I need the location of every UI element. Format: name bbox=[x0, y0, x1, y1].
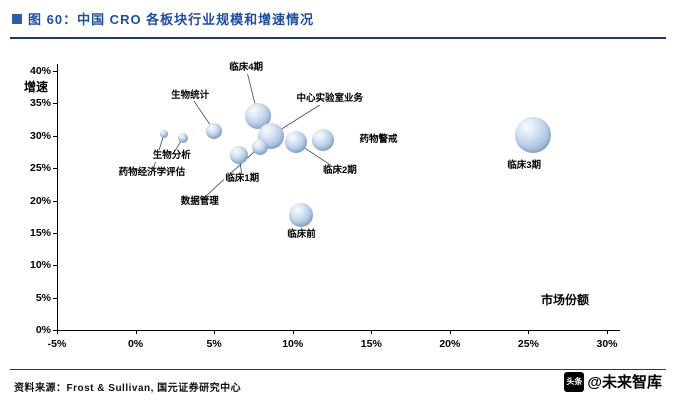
y-axis-tick-label: 5% bbox=[35, 291, 51, 304]
x-axis-tick-mark bbox=[135, 330, 137, 334]
chart-bubble bbox=[284, 131, 307, 154]
chart-bubble bbox=[311, 129, 334, 152]
chart-bubble bbox=[288, 202, 313, 227]
y-axis-tick-label: 40% bbox=[29, 65, 51, 77]
leader-lines-layer bbox=[151, 68, 341, 203]
source-note: 资料来源：Frost & Sullivan, 国元证券研究中心 bbox=[14, 383, 242, 394]
header-divider bbox=[10, 37, 666, 39]
x-axis-tick-label: 5% bbox=[206, 338, 222, 350]
chart-bubble bbox=[515, 117, 552, 154]
y-axis-tick-label: 35% bbox=[29, 97, 51, 110]
title-bullet-icon bbox=[12, 13, 22, 24]
x-axis-tick-mark bbox=[57, 330, 58, 334]
y-axis-line bbox=[57, 64, 58, 330]
x-axis-tick-mark bbox=[214, 330, 216, 334]
bubble-label: 药物经济学评估 bbox=[117, 167, 187, 180]
y-axis-tick-mark bbox=[53, 297, 57, 299]
x-axis-tick-label: 10% bbox=[282, 338, 304, 350]
toutiao-logo-icon: 头条 bbox=[564, 371, 585, 392]
bubble-label: 临床前 bbox=[286, 228, 317, 241]
chart-bubble bbox=[230, 146, 249, 165]
y-axis-tick-mark bbox=[53, 265, 57, 267]
x-axis-tick-label: 20% bbox=[439, 338, 461, 350]
x-axis-tick-label: 15% bbox=[360, 338, 382, 350]
x-axis-tick-mark bbox=[607, 330, 608, 334]
footer-divider bbox=[10, 369, 666, 370]
x-axis-title: 市场份额 bbox=[541, 293, 590, 307]
bubble-label: 中心实验室业务 bbox=[295, 92, 364, 105]
chart-bubble bbox=[159, 130, 168, 139]
watermark: 头条 @未来智库 bbox=[564, 371, 662, 392]
y-axis-tick-label: 0% bbox=[35, 324, 51, 336]
watermark-text: @未来智库 bbox=[587, 374, 662, 391]
x-axis-tick-mark bbox=[371, 330, 373, 334]
y-axis-tick-mark bbox=[53, 103, 57, 105]
y-axis-tick-mark bbox=[53, 232, 57, 234]
bubble-label: 数据管理 bbox=[179, 195, 220, 208]
chart-bubble bbox=[206, 122, 223, 139]
y-axis-tick-label: 25% bbox=[29, 162, 51, 175]
x-axis-tick-label: 25% bbox=[517, 338, 539, 350]
figure-title: 图 60：中国 CRO 各板块行业规模和增速情况 bbox=[28, 12, 315, 27]
chart-bubble bbox=[177, 133, 188, 144]
x-axis-line bbox=[57, 330, 620, 331]
y-axis-tick-label: 15% bbox=[29, 226, 51, 239]
bubble-label: 临床3期 bbox=[506, 160, 543, 173]
bubble-label: 药物警戒 bbox=[358, 134, 399, 147]
x-axis-tick-label: -5% bbox=[47, 338, 67, 350]
y-axis-tick-label: 10% bbox=[29, 259, 51, 272]
x-axis-tick-mark bbox=[449, 330, 451, 334]
y-axis-tick-mark bbox=[53, 71, 57, 72]
y-axis-tick-label: 20% bbox=[29, 194, 51, 207]
chart-bubble bbox=[251, 138, 268, 155]
bubble-label: 临床4期 bbox=[228, 62, 265, 75]
bubble-label: 生物统计 bbox=[170, 89, 211, 102]
y-axis-tick-mark bbox=[53, 200, 57, 202]
figure-header: 图 60：中国 CRO 各板块行业规模和增速情况 bbox=[12, 9, 314, 28]
y-axis-tick-mark bbox=[53, 168, 57, 170]
bubble-chart: 增速 市场份额 -5% 0% 5% 10% 15% 20% 25% 30% 0% 5% 10% 15%… bbox=[0, 42, 676, 364]
x-axis-tick-mark bbox=[292, 330, 294, 334]
y-axis-tick-mark bbox=[53, 330, 57, 331]
y-axis-tick-mark bbox=[53, 135, 57, 137]
bubble-label: 临床2期 bbox=[321, 165, 358, 178]
bubble-label: 临床1期 bbox=[224, 173, 261, 186]
y-axis-title: 增速 bbox=[24, 80, 49, 94]
y-axis-tick-label: 30% bbox=[29, 129, 51, 142]
x-axis-tick-label: 0% bbox=[127, 338, 144, 350]
bubble-label: 生物分析 bbox=[151, 150, 192, 163]
x-axis-tick-mark bbox=[528, 330, 530, 334]
x-axis-tick-label: 30% bbox=[596, 338, 618, 350]
